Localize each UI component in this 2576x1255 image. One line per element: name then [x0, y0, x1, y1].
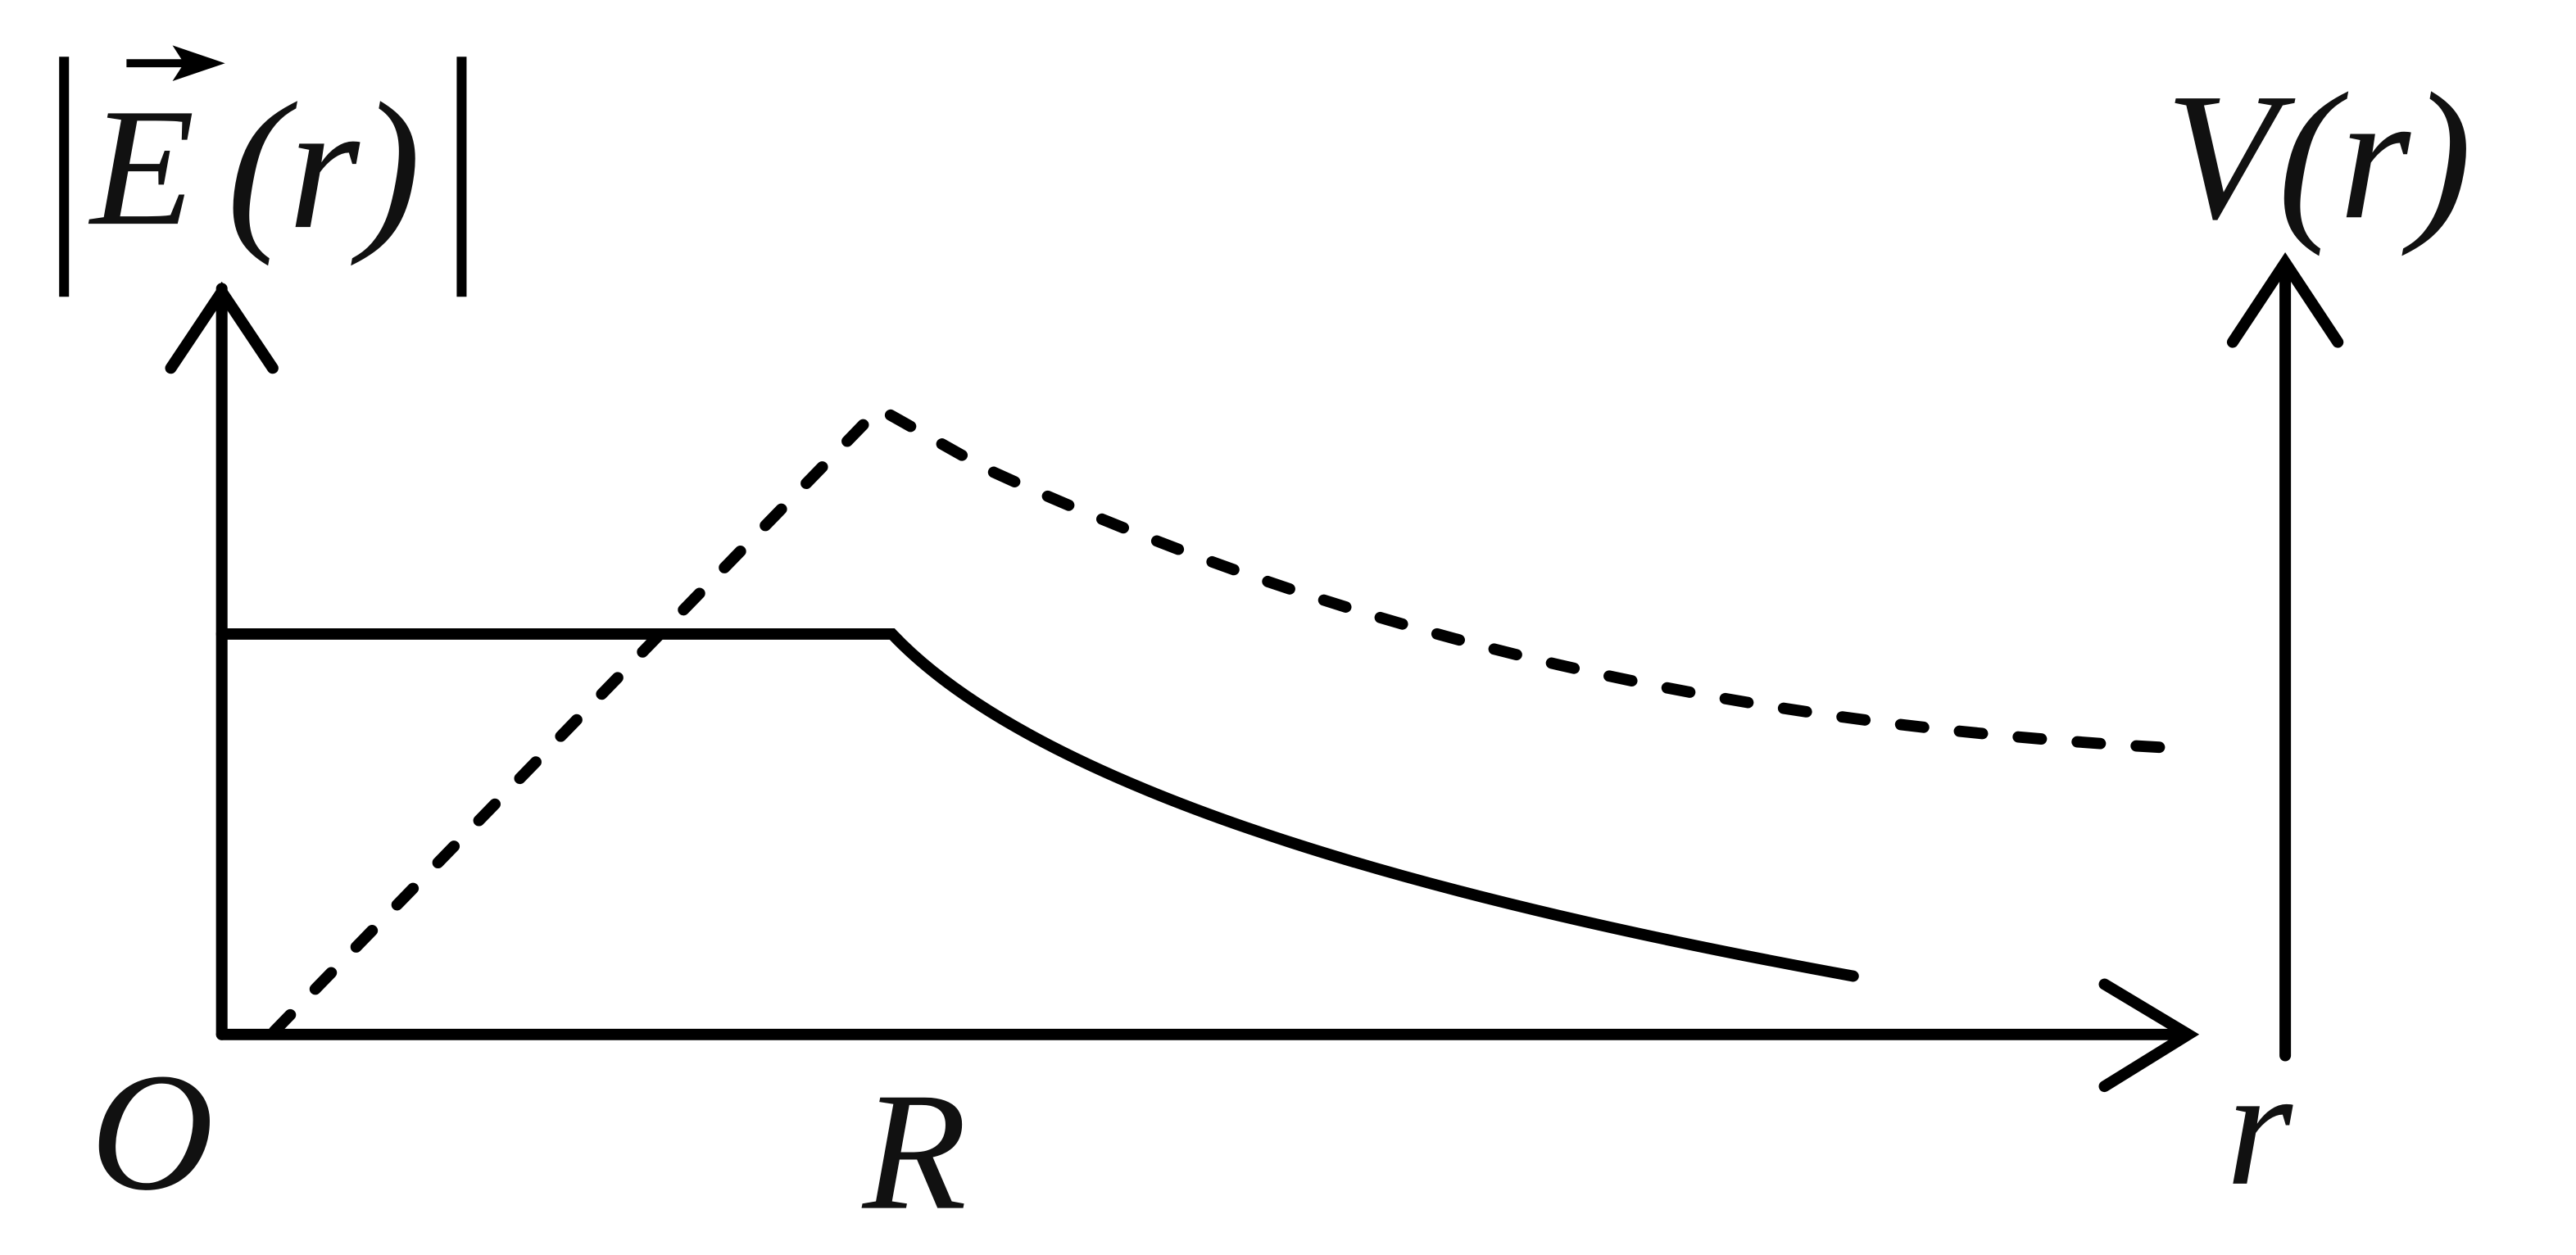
v-axis-arrow — [2226, 251, 2344, 348]
potential-curve — [268, 401, 2199, 1037]
vector-arrow-head — [172, 45, 225, 81]
r-axis-label: r — [2226, 1033, 2294, 1221]
e-axis-arrow — [165, 281, 279, 374]
field-curve — [215, 628, 1859, 982]
r-axis-arrow — [2098, 978, 2200, 1093]
radius-label: R — [861, 1058, 967, 1245]
e-axis-symbol: E — [88, 73, 194, 261]
e-axis-argument: (r) — [227, 66, 421, 266]
v-axis-label: V(r) — [2166, 57, 2472, 257]
origin-label: O — [90, 1038, 214, 1226]
